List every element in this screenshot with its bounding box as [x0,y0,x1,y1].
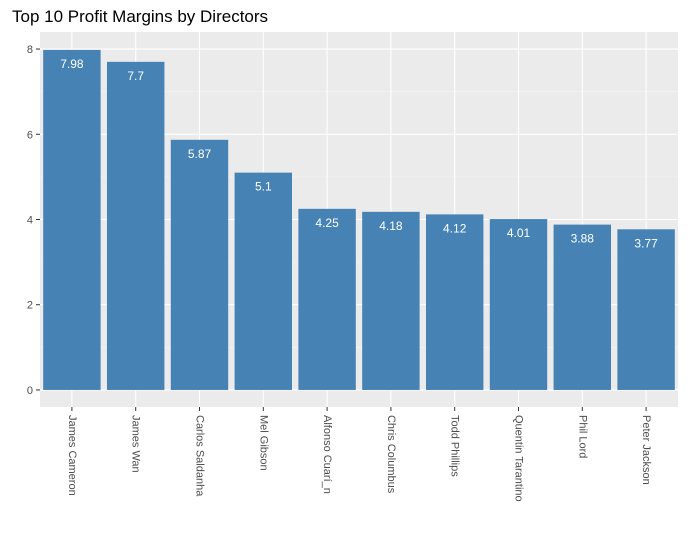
data-label: 4.18 [379,219,403,233]
bar [425,214,484,390]
data-label: 4.25 [315,216,339,230]
bar [553,224,612,390]
data-label: 5.87 [188,147,212,161]
x-tick-label: Phil Lord [576,415,588,458]
bar [234,172,293,390]
y-axis: 0 2 4 6 8 [27,44,40,397]
chart-title: Top 10 Profit Margins by Directors [12,7,268,26]
x-tick-label: James Cameron [66,415,78,496]
x-tick-label: James Wan [130,415,142,473]
data-labels-layer: 7.98 7.7 5.87 5.1 4.25 4.18 4.12 4.01 3.88 3.77 [60,57,658,250]
y-tick-label: 8 [27,44,33,56]
data-label: 3.88 [571,232,595,246]
y-tick-label: 0 [27,385,33,397]
bar [170,139,229,390]
x-tick-label: Carlos Saldanha [194,415,206,497]
y-tick-label: 2 [27,300,33,312]
y-tick-label: 6 [27,129,33,141]
x-tick-label: Mel Gibson [257,415,269,471]
x-tick-label: Quentin Tarantino [513,415,525,502]
x-tick-label: Chris Columbus [385,415,397,494]
data-label: 7.7 [127,69,144,83]
bar [617,229,675,390]
x-tick-label: Todd Phillips [449,415,461,477]
x-tick-label: Peter Jackson [640,415,652,485]
data-label: 3.77 [634,236,658,250]
bars-layer [43,49,675,390]
data-label: 5.1 [255,180,272,194]
x-axis: James Cameron James Wan Carlos Saldanha Mel… [66,407,652,502]
data-label: 4.01 [507,226,531,240]
bar [362,211,420,390]
x-tick-label: Alfonso Cuarí_n [321,415,333,494]
bar [43,49,101,390]
data-label: 4.12 [443,221,467,235]
bar [489,219,548,390]
bar [298,208,356,390]
data-label: 7.98 [60,57,84,71]
y-tick-label: 4 [27,215,33,227]
bar [106,61,165,390]
